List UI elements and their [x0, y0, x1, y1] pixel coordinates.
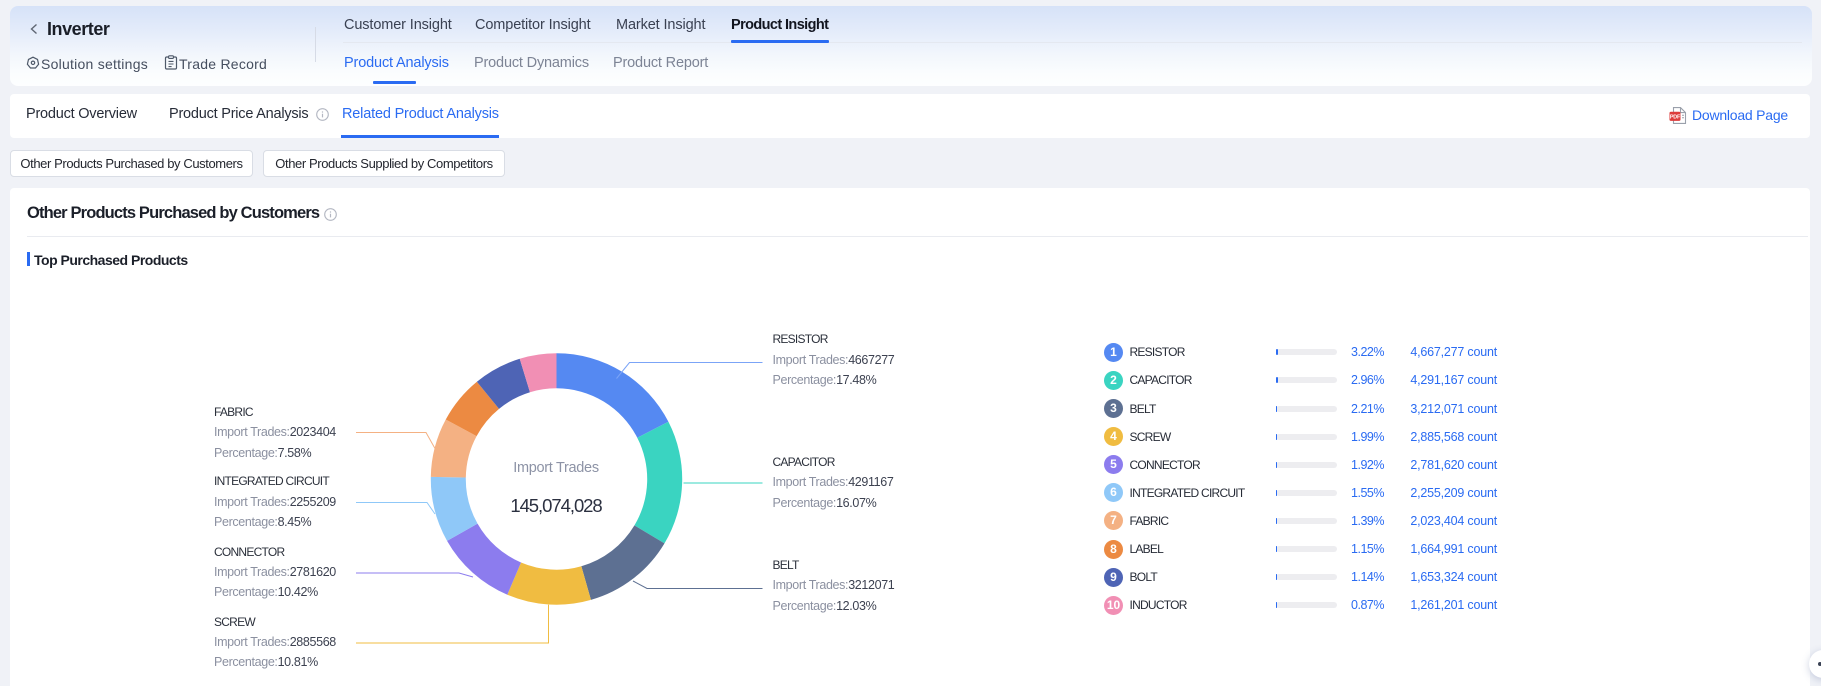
svg-text:PDF: PDF: [1670, 114, 1681, 120]
